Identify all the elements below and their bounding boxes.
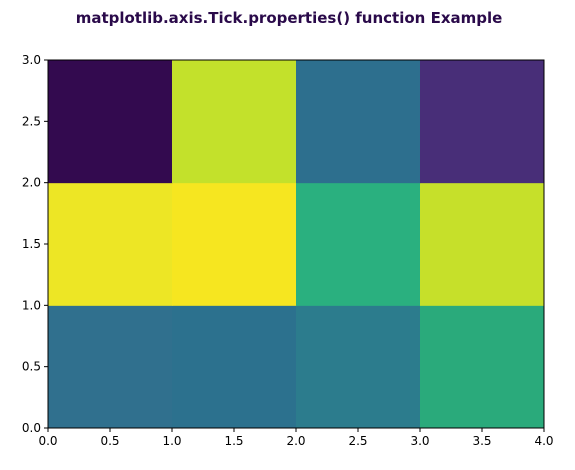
x-tick-label: 4.0 bbox=[534, 434, 553, 448]
y-tick-label: 2.0 bbox=[22, 176, 41, 190]
y-axis-ticks: 0.0 0.5 1.0 1.5 2.0 2.5 3.0 bbox=[22, 53, 48, 435]
x-tick-label: 3.5 bbox=[472, 434, 491, 448]
x-tick-label: 1.0 bbox=[162, 434, 181, 448]
x-axis-ticks: 0.0 0.5 1.0 1.5 2.0 2.5 3.0 3.5 4.0 bbox=[38, 428, 554, 448]
y-tick-label: 0.5 bbox=[22, 360, 41, 374]
heatmap-cell-r0-c1 bbox=[172, 305, 297, 429]
heatmap-cell-r2-c2 bbox=[296, 60, 421, 184]
heatmap-cells bbox=[48, 60, 545, 429]
x-tick-label: 0.5 bbox=[100, 434, 119, 448]
heatmap-cell-r1-c3 bbox=[420, 182, 545, 306]
x-tick-label: 2.0 bbox=[286, 434, 305, 448]
heatmap-cell-r2-c1 bbox=[172, 60, 297, 184]
x-tick-label: 1.5 bbox=[224, 434, 243, 448]
heatmap-cell-r0-c0 bbox=[48, 305, 173, 429]
y-tick-label: 0.0 bbox=[22, 421, 41, 435]
x-tick-label: 2.5 bbox=[348, 434, 367, 448]
y-tick-label: 3.0 bbox=[22, 53, 41, 67]
y-tick-label: 1.0 bbox=[22, 298, 41, 312]
y-tick-label: 2.5 bbox=[22, 114, 41, 128]
heatmap-cell-r0-c3 bbox=[420, 305, 545, 429]
chart-title: matplotlib.axis.Tick.properties() functi… bbox=[76, 9, 503, 27]
heatmap-cell-r2-c0 bbox=[48, 60, 173, 184]
heatmap-cell-r1-c1 bbox=[172, 182, 297, 306]
x-tick-label: 3.0 bbox=[410, 434, 429, 448]
heatmap-cell-r2-c3 bbox=[420, 60, 545, 184]
y-tick-label: 1.5 bbox=[22, 237, 41, 251]
heatmap-cell-r1-c2 bbox=[296, 182, 421, 306]
heatmap-cell-r0-c2 bbox=[296, 305, 421, 429]
x-tick-label: 0.0 bbox=[38, 434, 57, 448]
heatmap-cell-r1-c0 bbox=[48, 182, 173, 306]
